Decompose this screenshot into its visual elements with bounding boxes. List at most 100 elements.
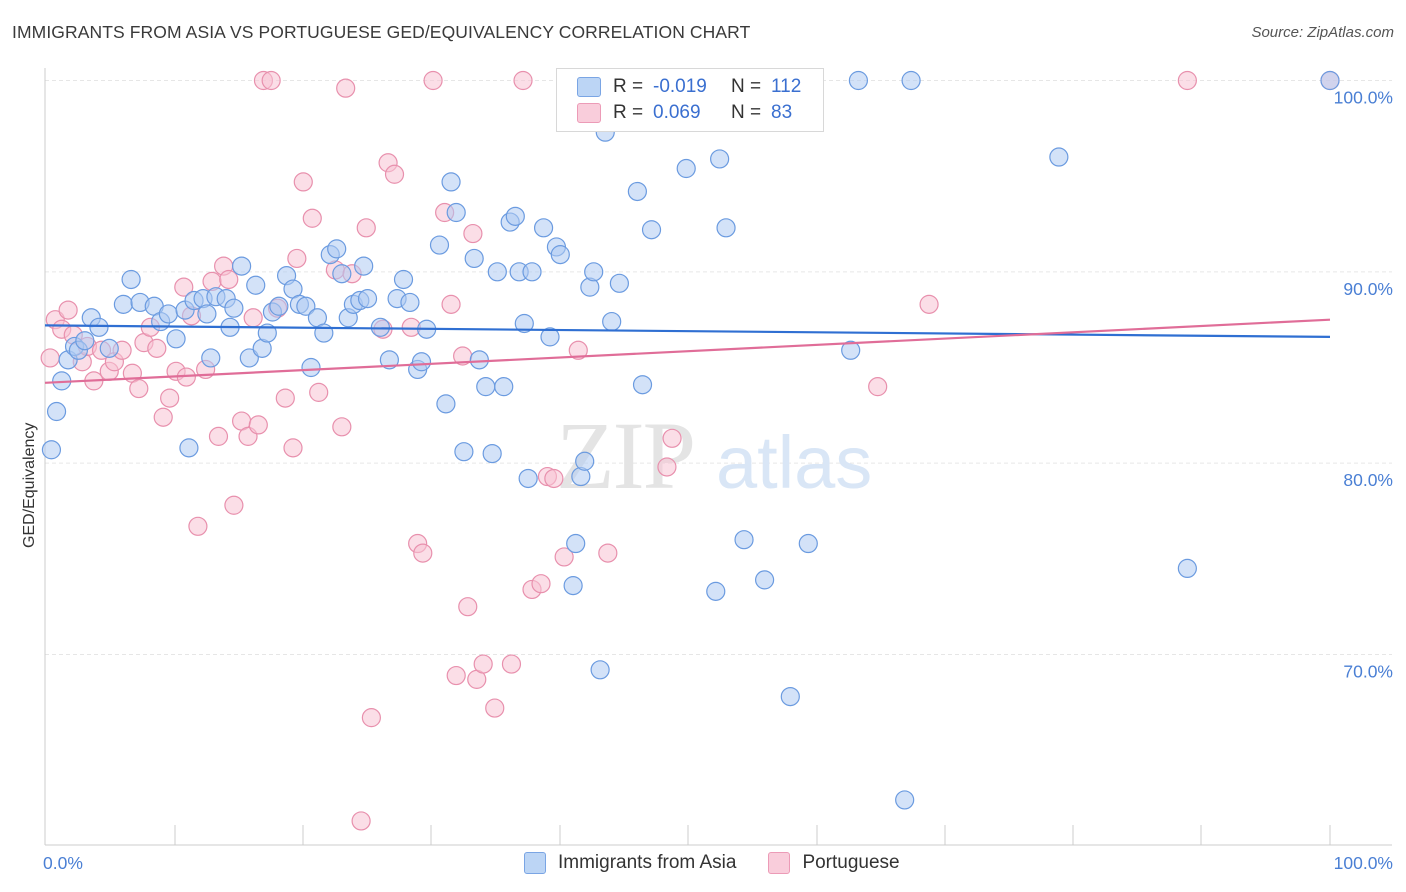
data-point	[129, 378, 149, 399]
data-point	[224, 298, 244, 318]
legend-swatch-blue	[524, 852, 546, 874]
data-point	[99, 338, 119, 358]
data-point	[379, 350, 399, 370]
correlation-legend: R = -0.019 N = 112 R = 0.069 N = 83	[556, 68, 824, 132]
y-tick-labels: 70.0% 80.0% 90.0% 100.0%	[1334, 88, 1393, 682]
data-point	[174, 277, 194, 297]
legend-row-asia: R = -0.019 N = 112	[577, 75, 801, 99]
data-point	[584, 262, 604, 282]
chart-source: Source: ZipAtlas.com	[1251, 24, 1394, 41]
y-tick-label: 90.0%	[1343, 279, 1393, 299]
series-legend: Immigrants from Asia Portuguese	[524, 852, 932, 874]
legend-r-value: -0.019	[653, 76, 707, 97]
data-point	[798, 533, 818, 554]
data-point	[287, 248, 307, 269]
data-point	[257, 323, 277, 343]
x-tick-label: 0.0%	[43, 853, 83, 873]
data-point	[482, 444, 502, 464]
trend-line-portuguese	[44, 318, 1331, 384]
data-point	[58, 300, 78, 320]
data-point	[411, 352, 432, 372]
data-point	[1177, 70, 1197, 91]
legend-n-label: N =	[731, 76, 762, 97]
data-point	[429, 235, 450, 255]
data-point	[166, 329, 186, 349]
data-point	[476, 377, 496, 397]
data-point	[158, 304, 178, 324]
watermark: ZIP atlas	[556, 402, 872, 509]
data-point	[540, 327, 560, 347]
data-point	[706, 581, 726, 601]
data-point	[302, 208, 322, 228]
data-point	[179, 438, 199, 458]
data-point	[356, 218, 376, 238]
data-point	[351, 811, 371, 831]
data-point	[441, 172, 461, 192]
data-point	[357, 289, 378, 309]
data-point	[446, 202, 466, 223]
data-point	[248, 415, 268, 435]
data-point	[393, 269, 414, 290]
data-point	[147, 338, 167, 358]
data-point	[75, 331, 95, 351]
data-point	[301, 357, 321, 378]
data-point	[436, 394, 456, 414]
legend-swatch-pink	[577, 103, 601, 123]
legend-n-label: N =	[731, 102, 762, 123]
data-point	[632, 375, 653, 395]
data-point	[609, 273, 629, 293]
data-point	[219, 269, 239, 290]
legend-n-value: 83	[771, 102, 793, 123]
data-point	[676, 158, 696, 179]
data-point	[710, 149, 730, 169]
legend-r-label: R =	[613, 102, 644, 123]
data-point	[901, 70, 921, 91]
legend-item-portuguese[interactable]: Portuguese	[768, 852, 900, 874]
data-point	[566, 533, 586, 554]
y-tick-label: 100.0%	[1334, 88, 1393, 108]
data-point	[563, 576, 583, 596]
data-point	[590, 660, 610, 680]
data-point	[197, 304, 217, 324]
data-point	[598, 543, 618, 563]
data-point	[400, 292, 420, 313]
data-point	[246, 275, 266, 295]
data-point	[657, 457, 677, 477]
data-point	[487, 262, 507, 282]
y-tick-label: 80.0%	[1343, 470, 1393, 490]
data-point	[485, 698, 505, 718]
legend-label-asia: Immigrants from Asia	[558, 852, 737, 873]
data-point	[269, 296, 289, 316]
data-point	[224, 495, 244, 515]
data-point	[46, 401, 67, 422]
data-point	[919, 294, 939, 314]
data-point	[283, 438, 303, 458]
data-point	[848, 70, 869, 91]
data-point	[754, 570, 775, 590]
data-point	[332, 264, 352, 284]
data-point	[518, 468, 538, 489]
data-point	[188, 516, 208, 536]
legend-swatch-pink	[768, 852, 791, 874]
y-axis-label: GED/Equivalency	[21, 423, 38, 548]
data-point	[780, 686, 800, 707]
data-point	[550, 245, 570, 265]
data-point	[201, 348, 221, 368]
x-tick-label: 100.0%	[1334, 853, 1393, 873]
legend-label-portuguese: Portuguese	[802, 852, 900, 873]
legend-item-asia[interactable]: Immigrants from Asia	[524, 852, 736, 874]
data-point	[627, 181, 647, 202]
legend-r-value: 0.069	[653, 102, 701, 123]
data-point	[275, 388, 295, 408]
chart-title: IMMIGRANTS FROM ASIA VS PORTUGUESE GED/E…	[12, 22, 751, 42]
data-point	[309, 382, 329, 402]
data-point	[1320, 70, 1340, 91]
data-point	[868, 377, 888, 397]
data-point	[464, 248, 484, 269]
data-point	[446, 665, 466, 686]
data-point	[514, 313, 534, 334]
data-point	[895, 790, 915, 810]
watermark-atlas: atlas	[716, 421, 872, 504]
legend-row-portuguese: R = 0.069 N = 83	[577, 101, 792, 125]
data-point	[327, 239, 347, 259]
